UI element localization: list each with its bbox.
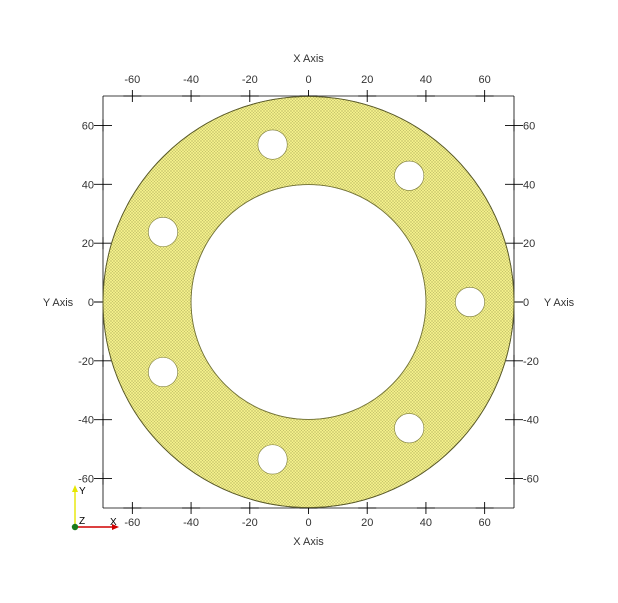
y-tick-label-left-2: 20 [82, 238, 94, 250]
bolt-hole-outlines [148, 129, 485, 475]
x-tick-label-top-3: 0 [305, 74, 311, 86]
y-tick-label-right-2: 20 [523, 238, 535, 250]
bolt-hole-4 [148, 216, 179, 247]
orientation-widget[interactable]: Y Z X [71, 485, 119, 531]
x-axis-title-top: X Axis [293, 53, 324, 65]
y-tick-label-right-3: 0 [523, 297, 529, 309]
bolt-hole-5 [148, 357, 179, 388]
y-tick-label-left-3: 0 [88, 297, 94, 309]
orientation-y-label: Y [79, 486, 86, 497]
y-tick-label-left-4: -20 [78, 356, 94, 368]
flange-annulus[interactable] [102, 96, 515, 508]
x-tick-label-bottom-1: -40 [183, 517, 199, 529]
x-tick-label-top-6: 60 [479, 74, 491, 86]
y-axis-title-right: Y Axis [544, 297, 575, 309]
y-tick-label-left-0: 60 [82, 120, 94, 132]
bolt-hole-6 [257, 444, 288, 475]
x-tick-label-bottom-6: 60 [479, 517, 491, 529]
orientation-x-arrowhead [112, 524, 119, 530]
y-tick-label-right-1: 40 [523, 179, 535, 191]
y-tick-label-left-5: -40 [78, 415, 94, 427]
x-tick-label-top-1: -40 [183, 74, 199, 86]
axes-group: X Axis X Axis Y Axis Y Axis -60 -60 -40 -40… [43, 53, 575, 548]
bolt-hole-7 [394, 413, 425, 444]
y-tick-label-right-6: -60 [523, 474, 539, 486]
inner-bore-outline [190, 184, 427, 420]
bolt-hole-1 [454, 287, 485, 317]
x-tick-label-top-5: 40 [420, 74, 432, 86]
y-tick-label-left-6: -60 [78, 474, 94, 486]
x-tick-label-bottom-3: 0 [305, 517, 311, 529]
x-tick-label-top-2: -20 [242, 74, 258, 86]
outer-rim-outline [102, 96, 515, 508]
orientation-y-arrowhead [72, 485, 78, 492]
x-tick-label-bottom-2: -20 [242, 517, 258, 529]
x-tick-label-bottom-5: 40 [420, 517, 432, 529]
x-axis-title-bottom: X Axis [293, 536, 324, 548]
y-axis-title-left: Y Axis [43, 297, 74, 309]
mesh-geometry[interactable] [102, 96, 515, 508]
bolt-hole-3 [257, 129, 288, 160]
y-tick-label-right-4: -20 [523, 356, 539, 368]
y-tick-label-left-1: 40 [82, 179, 94, 191]
tick-layer: -60 -60 -40 -40 -20 -20 0 0 20 20 40 40 60 60 60 60 40 40… [78, 74, 539, 529]
x-tick-label-bottom-4: 20 [361, 517, 373, 529]
orientation-x-label: X [110, 517, 117, 528]
orientation-origin-dot [71, 523, 79, 531]
bolt-hole-2 [394, 160, 425, 191]
y-tick-label-right-0: 60 [523, 120, 535, 132]
x-tick-label-bottom-0: -60 [124, 517, 140, 529]
y-tick-label-right-5: -40 [523, 415, 539, 427]
x-tick-label-top-0: -60 [124, 74, 140, 86]
orientation-z-label: Z [79, 516, 85, 527]
x-tick-label-top-4: 20 [361, 74, 373, 86]
